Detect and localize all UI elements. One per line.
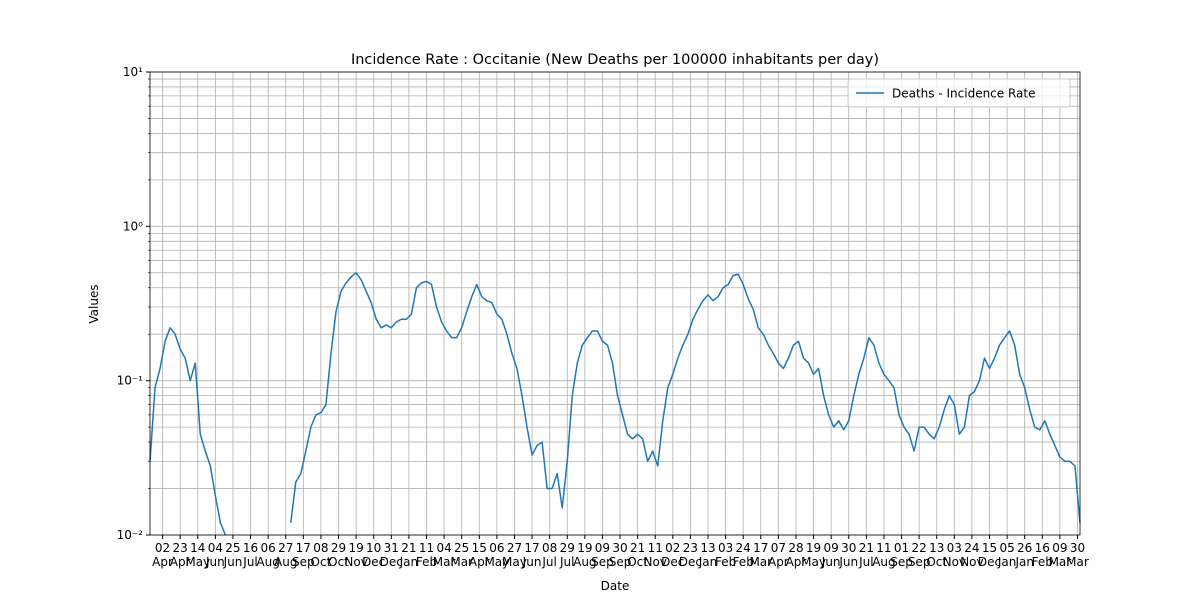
x-tick-label: 26 Jan xyxy=(1015,541,1034,569)
x-tick-label: 11 Aug xyxy=(872,541,896,569)
x-tick-label: 03 Nov xyxy=(942,541,967,569)
x-tick-label: 14 May xyxy=(185,541,211,569)
x-tick-label: 25 Mar xyxy=(450,541,473,569)
x-tick-label: 03 Feb xyxy=(714,541,737,569)
x-tick-label: 16 Feb xyxy=(1031,541,1053,569)
x-tick-label: 19 May xyxy=(801,541,826,569)
x-tick-label: 30 Mar xyxy=(1066,541,1089,569)
x-tick-label: 23 Apr xyxy=(169,541,191,569)
x-axis-label: Date xyxy=(601,579,630,593)
legend-box xyxy=(847,78,1071,108)
x-tick-label: 08 Oct xyxy=(310,541,332,569)
x-tick-label: 28 Apr xyxy=(785,541,807,569)
x-tick-label: 27 Aug xyxy=(274,541,298,569)
x-tick-label: 31 Dec xyxy=(379,541,403,569)
x-tick-label: 17 Jun xyxy=(522,541,542,569)
chart-title: Incidence Rate : Occitanie (New Deaths p… xyxy=(351,52,879,68)
x-tick-label: 24 Nov xyxy=(960,541,984,569)
x-tick-label: 15 Dec xyxy=(977,541,1002,569)
y-tick-label: 10⁻¹ xyxy=(117,374,144,388)
x-tick-label: 30 Sep xyxy=(608,541,632,569)
x-tick-label: 22 Sep xyxy=(907,541,931,569)
y-tick-label: 10⁻² xyxy=(117,528,144,542)
x-tick-label: 29 Jul xyxy=(559,541,575,569)
x-tick-label: 13 Oct xyxy=(926,541,948,569)
x-tick-label: 01 Sep xyxy=(890,541,913,569)
x-tick-label: 07 Apr xyxy=(767,541,789,569)
x-tick-label: 19 Aug xyxy=(573,541,597,569)
x-tick-label: 04 Mar xyxy=(432,541,456,569)
y-tick-label: 10⁰ xyxy=(123,219,143,233)
x-tick-label: 09 Jun xyxy=(821,541,841,569)
x-tick-label: 25 Jun xyxy=(223,541,243,569)
data-line xyxy=(149,272,1081,536)
x-tick-label: 06 May xyxy=(484,541,510,569)
x-tick-label: 11 Feb xyxy=(415,541,438,569)
x-tick-label: 04 Jun xyxy=(205,541,225,569)
x-tick-label: 06 Aug xyxy=(256,541,280,569)
x-tick-label: 17 Sep xyxy=(292,541,315,569)
x-tick-label: 17 Mar xyxy=(749,541,773,569)
x-tick-label: 05 Jan xyxy=(997,541,1017,569)
x-tick-label: 30 Jun xyxy=(839,541,859,569)
x-tick-label: 08 Jul xyxy=(542,541,558,569)
x-tick-label: 11 Nov xyxy=(643,541,667,569)
plot-frame xyxy=(149,71,1081,536)
x-tick-label: 23 Dec xyxy=(678,541,702,569)
x-tick-label: 09 Sep xyxy=(591,541,614,569)
x-tick-label: 09 Mar xyxy=(1048,541,1072,569)
x-tick-label: 19 Nov xyxy=(344,541,368,569)
x-tick-label: 02 Dec xyxy=(661,541,685,569)
x-tick-label: 10 Dec xyxy=(362,541,386,569)
x-tick-label: 29 Oct xyxy=(328,541,349,569)
x-tick-label: 13 Jan xyxy=(698,541,718,569)
x-tick-label: 21 Jul xyxy=(858,541,874,569)
x-tick-label: 02 Apr xyxy=(152,541,173,569)
x-tick-label: 21 Oct xyxy=(627,541,648,569)
x-tick-label: 27 May xyxy=(502,541,527,569)
x-tick-label: 21 Jan xyxy=(399,541,419,569)
x-tick-label: 24 Feb xyxy=(732,541,754,569)
y-axis-label: Values xyxy=(87,284,101,323)
y-tick-label: 10¹ xyxy=(123,65,143,79)
legend-label: Deaths - Incidence Rate xyxy=(892,87,1036,101)
x-tick-label: 15 Apr xyxy=(468,541,490,569)
x-tick-label: 16 Jul xyxy=(242,541,259,569)
